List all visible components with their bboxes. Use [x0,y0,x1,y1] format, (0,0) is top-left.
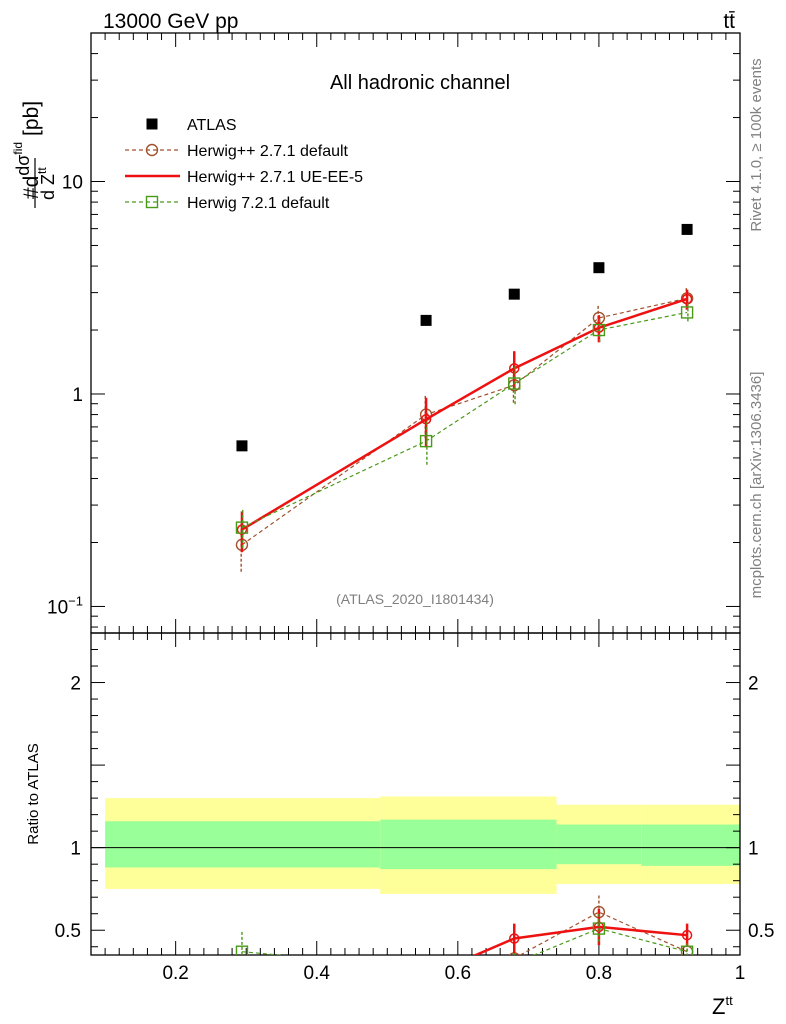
y-axis-label-main: #ddσfid [pb] d Ztt [11,101,58,208]
legend: ATLAS Herwig++ 2.7.1 default Herwig++ 2.7.… [125,117,363,212]
y-tick-label-ratio-right-0: 0.5 [748,921,774,942]
x-axis-label-base: Z [712,994,725,1019]
svg-text:#ddσfid[pb]: #ddσfid [pb] [11,101,43,199]
y-label-den: d Z [38,174,58,200]
y-tick-label-ratio-left-1: 1 [70,839,81,860]
x-tick-label-3: 0.8 [586,963,612,984]
energy-label: 13000 GeV pp [103,10,238,33]
y-label-num: dσ [13,155,33,176]
point-2-0 [236,524,248,535]
series-line-2 [241,297,688,531]
ratio-point-2-0 [235,945,249,955]
x-tick-label-2: 0.6 [445,963,471,984]
y-tick-label-ratio-left-2: 2 [70,674,81,695]
point-3-2 [508,377,521,390]
ratio-point-1-4 [681,929,693,941]
y-tick-label-main-1: 1 [72,385,83,406]
band-inner-1 [380,819,557,870]
y-axis-label-ratio: Ratio to ATLAS [25,743,42,844]
point-0-2 [508,288,520,300]
y-tick-label-main-2: 10−1 [47,593,83,618]
point-0-1 [420,314,432,326]
x-tick-label-0: 0.2 [162,963,188,984]
axis-ticks [91,32,741,955]
point-2-1 [420,414,432,425]
x-tick-label-1: 0.4 [304,963,331,984]
legend-marker-0 [146,118,158,130]
ratio-point-1-1 [422,972,431,981]
ratio-point-2-2 [509,958,520,969]
ratio-point-1-2 [509,933,520,944]
point-3-3 [592,323,606,337]
main-plot-series [235,223,694,573]
mcplots-label: mcplots.cern.ch [arXiv:1306.3436] [748,372,765,599]
band-inner-2 [556,824,642,865]
chart-title: All hadronic channel [330,72,510,94]
series-line-1 [241,297,688,546]
x-axis-label-sup: tt [725,993,733,1008]
y-label-num-sup: fid [11,142,25,155]
process-label: tt̄ [723,10,735,33]
legend-label-0: ATLAS [187,117,237,134]
x-axis-label: Ztt [712,993,733,1019]
point-2-2 [509,363,520,374]
point-3-4 [680,306,694,319]
y-tick-label-ratio-left-0: 0.5 [55,921,81,942]
svg-text:d Ztt: d Ztt [35,167,58,200]
point-3-1 [419,434,433,448]
y-label-prefix: #d [20,176,43,199]
ratio-point-2-4 [680,945,694,955]
point-0-4 [681,223,693,235]
analysis-label: (ATLAS_2020_I1801434) [336,591,494,607]
x-tick-label-4: 1 [735,963,746,984]
band-inner-0 [105,821,381,868]
point-2-4 [681,293,693,305]
ratio-point-0-0 [236,974,247,985]
ratio-plot-series [235,895,694,985]
ratio-line-2 [241,927,688,955]
point-0-0 [236,440,248,452]
point-2-3 [593,322,605,333]
ratio-uncertainty-bands [105,796,740,894]
y-tick-label-ratio-right-1: 1 [748,839,759,860]
legend-label-1: Herwig++ 2.7.1 default [187,143,349,160]
y-label-den-sup: tt [35,167,49,174]
rivet-label: Rivet 4.1.0, ≥ 100k events [748,58,765,231]
legend-marker-1 [145,143,159,157]
ratio-point-1-0 [237,975,246,984]
point-3-0 [235,521,249,534]
ratio-panel-frame [90,632,741,956]
legend-marker-3 [145,195,159,209]
ratio-point-2-3 [592,922,606,935]
y-label-unit: [pb] [20,101,43,136]
ratio-point-2-1 [421,963,432,974]
legend-label-2: Herwig++ 2.7.1 UE-EE-5 [187,169,363,186]
point-0-3 [593,262,605,274]
series-line-3 [241,311,688,529]
band-inner-3 [641,824,740,866]
legend-label-3: Herwig 7.2.1 default [187,195,330,212]
y-tick-label-main-0: 10 [62,173,83,194]
y-tick-label-ratio-right-2: 2 [748,674,759,695]
